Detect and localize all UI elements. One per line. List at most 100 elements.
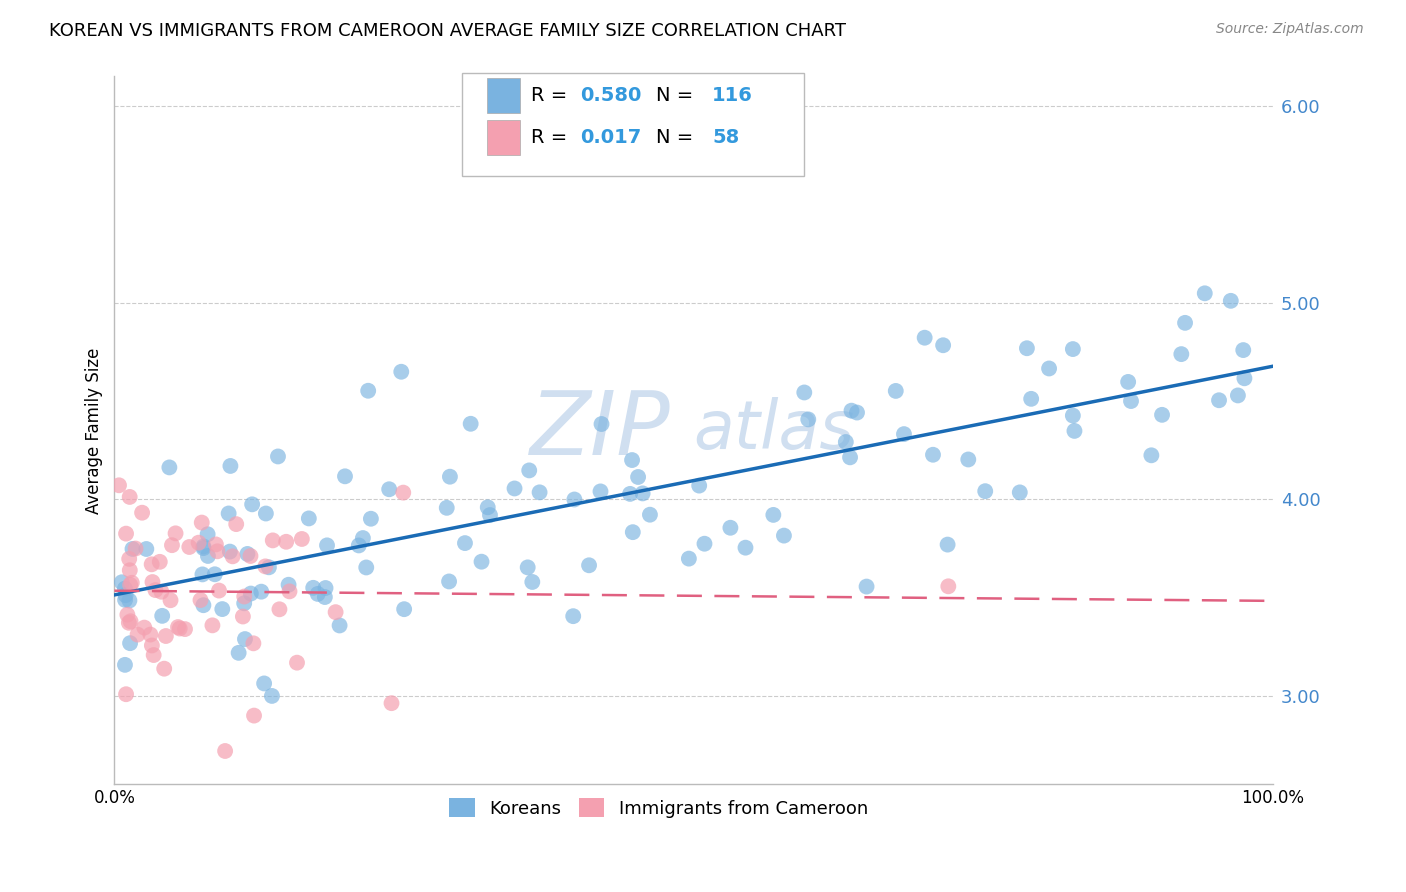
Point <box>621 525 644 540</box>
Point <box>354 560 377 574</box>
Point <box>174 622 197 636</box>
Point <box>179 540 201 554</box>
Text: R =: R = <box>531 87 574 105</box>
Point <box>316 538 339 552</box>
Text: Source: ZipAtlas.com: Source: ZipAtlas.com <box>1216 22 1364 37</box>
Point <box>127 627 149 641</box>
Point <box>201 618 224 632</box>
Point <box>932 338 955 352</box>
Point <box>169 622 191 636</box>
Point <box>108 478 131 492</box>
Text: 0.580: 0.580 <box>581 87 641 105</box>
Point <box>155 629 177 643</box>
Point <box>214 744 236 758</box>
Legend: Koreans, Immigrants from Cameroon: Koreans, Immigrants from Cameroon <box>441 791 876 825</box>
Point <box>638 508 661 522</box>
Point <box>773 528 796 542</box>
Point <box>150 584 173 599</box>
Point <box>242 636 264 650</box>
Point <box>378 482 401 496</box>
Point <box>278 584 301 599</box>
Point <box>360 512 382 526</box>
Point <box>841 403 863 417</box>
Point <box>347 538 370 552</box>
Point <box>631 486 654 500</box>
Point <box>884 384 907 398</box>
Point <box>855 580 877 594</box>
Point <box>922 448 945 462</box>
Point <box>298 511 321 525</box>
Point <box>627 470 650 484</box>
Point <box>115 526 138 541</box>
Point <box>974 484 997 499</box>
Point <box>134 621 156 635</box>
Point <box>228 646 250 660</box>
Point <box>762 508 785 522</box>
Point <box>893 427 915 442</box>
Point <box>1019 392 1042 406</box>
Point <box>114 657 136 672</box>
Point <box>239 549 262 563</box>
Point <box>221 549 243 564</box>
Point <box>325 605 347 619</box>
Point <box>269 602 291 616</box>
Point <box>333 469 356 483</box>
Point <box>936 579 959 593</box>
Point <box>329 618 352 632</box>
Point <box>120 615 142 629</box>
Text: N =: N = <box>657 128 700 147</box>
Point <box>621 453 644 467</box>
Point <box>260 689 283 703</box>
Point <box>240 497 263 511</box>
Point <box>254 507 277 521</box>
Point <box>276 534 298 549</box>
Point <box>204 567 226 582</box>
Point <box>145 583 167 598</box>
Point <box>578 558 600 573</box>
Point <box>718 521 741 535</box>
Point <box>262 533 284 548</box>
Point <box>141 639 163 653</box>
Point <box>1063 424 1085 438</box>
Point <box>1194 286 1216 301</box>
FancyBboxPatch shape <box>488 120 520 155</box>
Point <box>291 532 314 546</box>
Point <box>253 676 276 690</box>
Point <box>118 593 141 607</box>
Point <box>141 575 163 590</box>
Point <box>277 578 299 592</box>
Point <box>233 596 256 610</box>
Text: R =: R = <box>531 128 574 147</box>
Point <box>118 563 141 577</box>
Point <box>522 574 544 589</box>
Point <box>114 582 136 596</box>
Point <box>150 608 173 623</box>
Point <box>1174 316 1197 330</box>
Point <box>688 478 710 492</box>
Point <box>439 469 461 483</box>
Point <box>307 587 329 601</box>
Point <box>218 544 240 558</box>
Point <box>205 537 228 551</box>
Point <box>846 405 869 419</box>
Point <box>503 482 526 496</box>
Point <box>1232 343 1254 357</box>
Point <box>167 620 190 634</box>
Point <box>131 506 153 520</box>
Point <box>117 607 139 622</box>
Point <box>1226 388 1249 402</box>
Point <box>914 331 936 345</box>
Point <box>516 560 538 574</box>
Point <box>121 575 143 590</box>
Point <box>562 609 585 624</box>
Point <box>793 385 815 400</box>
Point <box>135 541 157 556</box>
Text: 0.017: 0.017 <box>581 128 641 147</box>
Point <box>357 384 380 398</box>
Point <box>114 593 136 607</box>
Text: 116: 116 <box>711 87 754 105</box>
Text: KOREAN VS IMMIGRANTS FROM CAMEROON AVERAGE FAMILY SIZE CORRELATION CHART: KOREAN VS IMMIGRANTS FROM CAMEROON AVERA… <box>49 22 846 40</box>
Point <box>678 551 700 566</box>
Point <box>529 485 551 500</box>
Point <box>225 517 247 532</box>
